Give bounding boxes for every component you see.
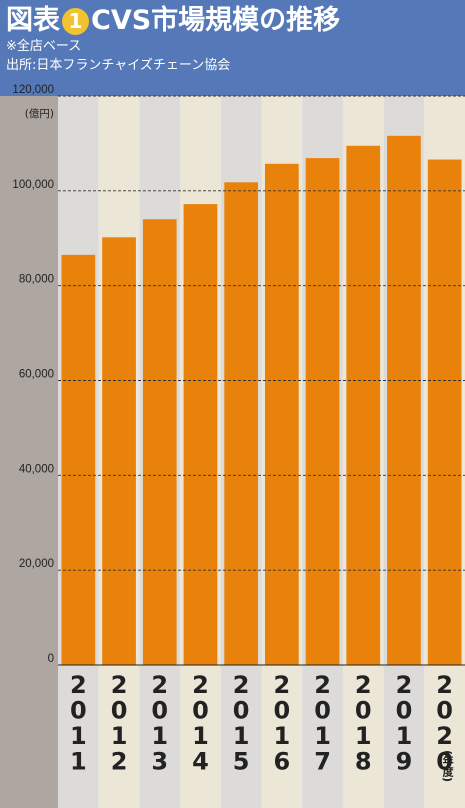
bar-2014 bbox=[183, 204, 218, 666]
y-axis: 0 20,000 40,000 60,000 80,000 100,000 120,000 (… bbox=[12, 84, 54, 665]
bar-2018 bbox=[346, 145, 381, 666]
y-tick-label: 60,000 bbox=[19, 369, 54, 381]
figure-number-badge: 1 bbox=[62, 7, 89, 35]
bars bbox=[61, 135, 462, 666]
title-text: CVS市場規模の推移 bbox=[91, 5, 341, 36]
y-unit-label: (億円) bbox=[25, 107, 54, 120]
bar-2020 bbox=[427, 159, 462, 665]
bar-2012 bbox=[102, 237, 136, 665]
y-tick-label: 100,000 bbox=[12, 179, 54, 191]
bar-2016 bbox=[265, 163, 299, 665]
bar-2019 bbox=[387, 135, 421, 665]
bar-2017 bbox=[305, 158, 340, 665]
chart-header: 図表 1 CVS市場規模の推移 ※全店ベース 出所:日本フランチャイズチェーン協… bbox=[0, 0, 465, 96]
bar-2013 bbox=[142, 219, 177, 666]
bar-2011 bbox=[61, 254, 96, 666]
y-tick-label: 40,000 bbox=[19, 463, 54, 475]
source-note: 出所:日本フランチャイズチェーン協会 bbox=[6, 58, 231, 73]
x-axis: 2 0 1 1 2 0 1 2 2 0 1 3 2 0 1 4 2 0 1 5 2 0 1 6 2 0 1 7 2 0 1 8 2 0 1 9 2 0 2 0… bbox=[70, 671, 454, 782]
y-tick-label: 120,000 bbox=[12, 84, 54, 96]
chart-title: 図表 1 CVS市場規模の推移 bbox=[6, 6, 340, 36]
x-unit-label: (年度) bbox=[441, 750, 454, 782]
y-axis-panel bbox=[0, 96, 58, 808]
basis-note: ※全店ベース bbox=[6, 39, 82, 54]
y-tick-label: 20,000 bbox=[19, 558, 54, 570]
gridlines bbox=[58, 95, 465, 666]
figure-prefix: 図表 bbox=[6, 5, 60, 36]
y-tick-label: 80,000 bbox=[19, 274, 54, 286]
bar-2015 bbox=[224, 182, 258, 665]
y-tick-label: 0 bbox=[48, 653, 54, 665]
